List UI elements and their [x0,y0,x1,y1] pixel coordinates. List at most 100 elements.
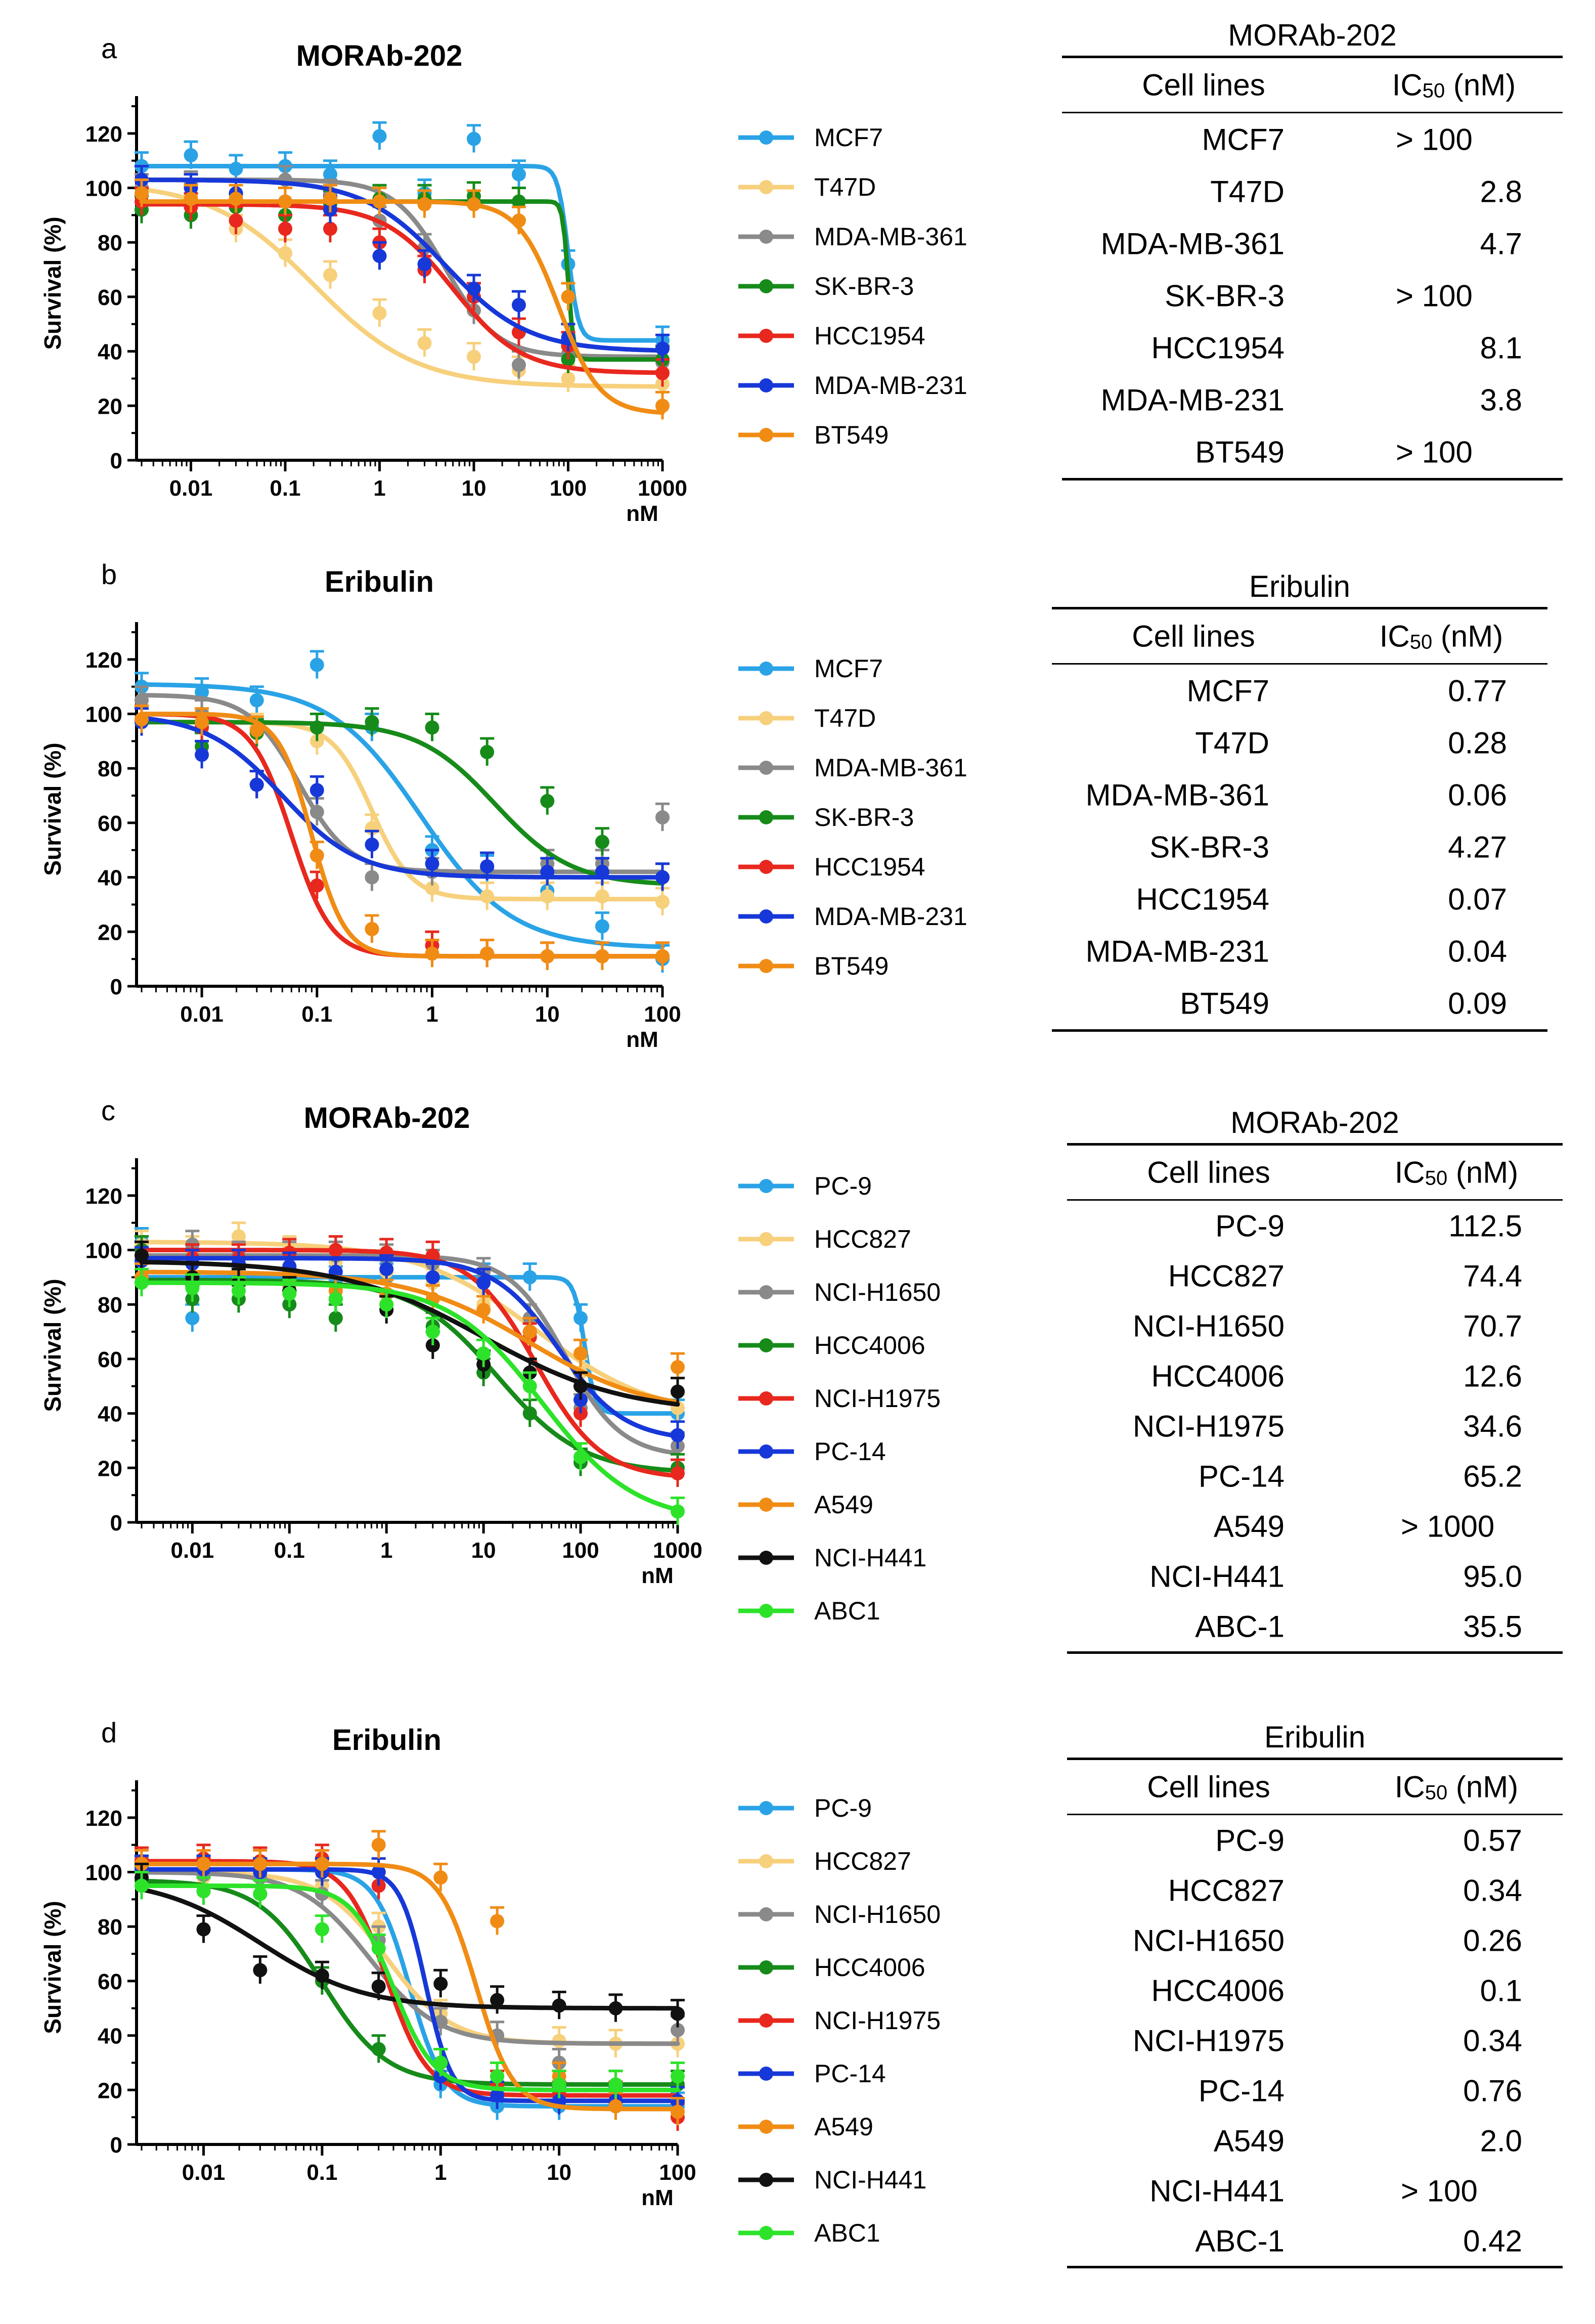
data-point [372,249,387,264]
legend-item: HCC4006 [738,1953,925,1982]
fit-curve [139,1259,680,1407]
data-point [323,268,337,282]
cell-line-name: NCI-H1975 [1132,1409,1284,1443]
legend-label: BT549 [814,952,889,980]
legend-item: NCI-H441 [738,2166,926,2194]
data-point [490,1993,505,2007]
y-tick-label: 120 [85,1806,122,1831]
data-point [425,1248,440,1263]
legend-label: MDA-MB-231 [814,902,967,931]
data-point [522,1325,537,1339]
fit-curve [139,202,665,375]
data-point [595,919,609,934]
table-row: HCC827 74.4 [1067,1251,1563,1301]
table-row: NCI-H1650 70.7 [1067,1301,1563,1351]
data-point [595,835,609,849]
table-row: PC-9 112.5 [1067,1201,1563,1251]
fit-curve [139,1878,680,2087]
legend-swatch-marker [759,180,773,194]
cell-line-name: PC-9 [1215,1209,1284,1243]
legend-item: MDA-MB-231 [738,902,967,931]
data-point [655,949,670,963]
data-point [595,949,609,963]
data-point [253,1857,268,1871]
data-point [608,2077,623,2092]
ic50-value: 2.0 [1480,2124,1522,2158]
data-point [425,1325,440,1339]
x-tick-label: 1 [380,1538,392,1563]
table-row: NCI-H1975 34.6 [1067,1401,1563,1451]
legend-label: SK-BR-3 [814,803,914,831]
y-tick-label: 40 [98,866,122,891]
legend-swatch-marker [759,711,773,725]
data-point [671,1360,685,1375]
ic50-value: 0.26 [1463,1923,1522,1957]
legend-swatch-marker [759,1801,773,1815]
data-point [490,2088,505,2103]
legend-item: PC-9 [738,1794,872,1822]
data-point [433,1870,448,1885]
data-point [196,1857,211,1871]
x-tick-label: 10 [462,476,486,501]
table-row: BT549 > 100 [1062,426,1563,478]
table-rule-top [1067,1143,1563,1146]
x-tick-label: 10 [547,2160,571,2185]
data-point [573,1450,588,1464]
data-point [522,1406,537,1421]
data-point [328,1292,343,1306]
legend-item: ABC1 [738,1597,880,1625]
data-point [229,192,243,206]
x-tick-label: 100 [562,1538,599,1563]
data-point [490,1914,505,1928]
data-point [196,1922,211,1937]
table-row: PC-14 65.2 [1067,1451,1563,1501]
table-row: MDA-MB-231 3.8 [1062,374,1563,426]
y-tick-label: 80 [98,757,122,781]
data-point [425,856,439,871]
x-tick-label: 1000 [653,1538,702,1563]
cell-line-name: BT549 [1180,986,1269,1020]
data-point [561,289,575,304]
data-point [433,2055,448,2070]
legend-label: ABC1 [814,1597,880,1625]
column-header-ic50: IC50 (nM) [1379,619,1503,653]
ic50-value: 0.77 [1448,674,1507,708]
y-tick-label: 80 [98,1915,122,1940]
data-point [540,864,555,879]
data-point [573,1346,588,1361]
cell-line-name: HCC827 [1168,1873,1284,1907]
data-point [467,197,481,211]
data-point [671,2023,685,2037]
data-point [522,1379,537,1393]
cell-line-name: T47D [1195,726,1269,760]
legend-label: MCF7 [814,123,883,152]
cell-line-name: NCI-H441 [1149,2174,1284,2208]
series-ABC1 [135,1267,685,1525]
table-row: HCC4006 0.1 [1067,1965,1563,2015]
x-tick-label: 0.1 [274,1538,305,1563]
chart-title: Eribulin [332,1724,441,1757]
legend-item: NCI-H1975 [738,2006,941,2035]
fit-curve [139,712,665,959]
data-point [433,1977,448,1991]
x-axis-label: nM [641,2185,674,2210]
cell-line-name: HCC4006 [1151,1359,1284,1393]
ic50-value: 0.04 [1448,934,1507,968]
legend-swatch-marker [759,2173,773,2187]
series-ABC1 [135,1871,685,2098]
data-point [184,148,198,162]
legend-item: A549 [738,1490,873,1519]
data-point [365,715,379,729]
cell-line-name: MDA-MB-361 [1085,778,1269,812]
data-point [249,693,264,708]
fit-curve [139,1278,680,1473]
cell-line-name: MDA-MB-231 [1100,383,1284,417]
legend-label: BT549 [814,421,889,449]
data-point [371,1941,386,1956]
data-point [417,336,432,350]
data-point [561,371,575,386]
legend-item: PC-14 [738,1437,886,1466]
x-tick-label: 1 [373,476,385,501]
column-header-cell-lines: Cell lines [1142,68,1265,102]
data-point [315,1857,329,1871]
